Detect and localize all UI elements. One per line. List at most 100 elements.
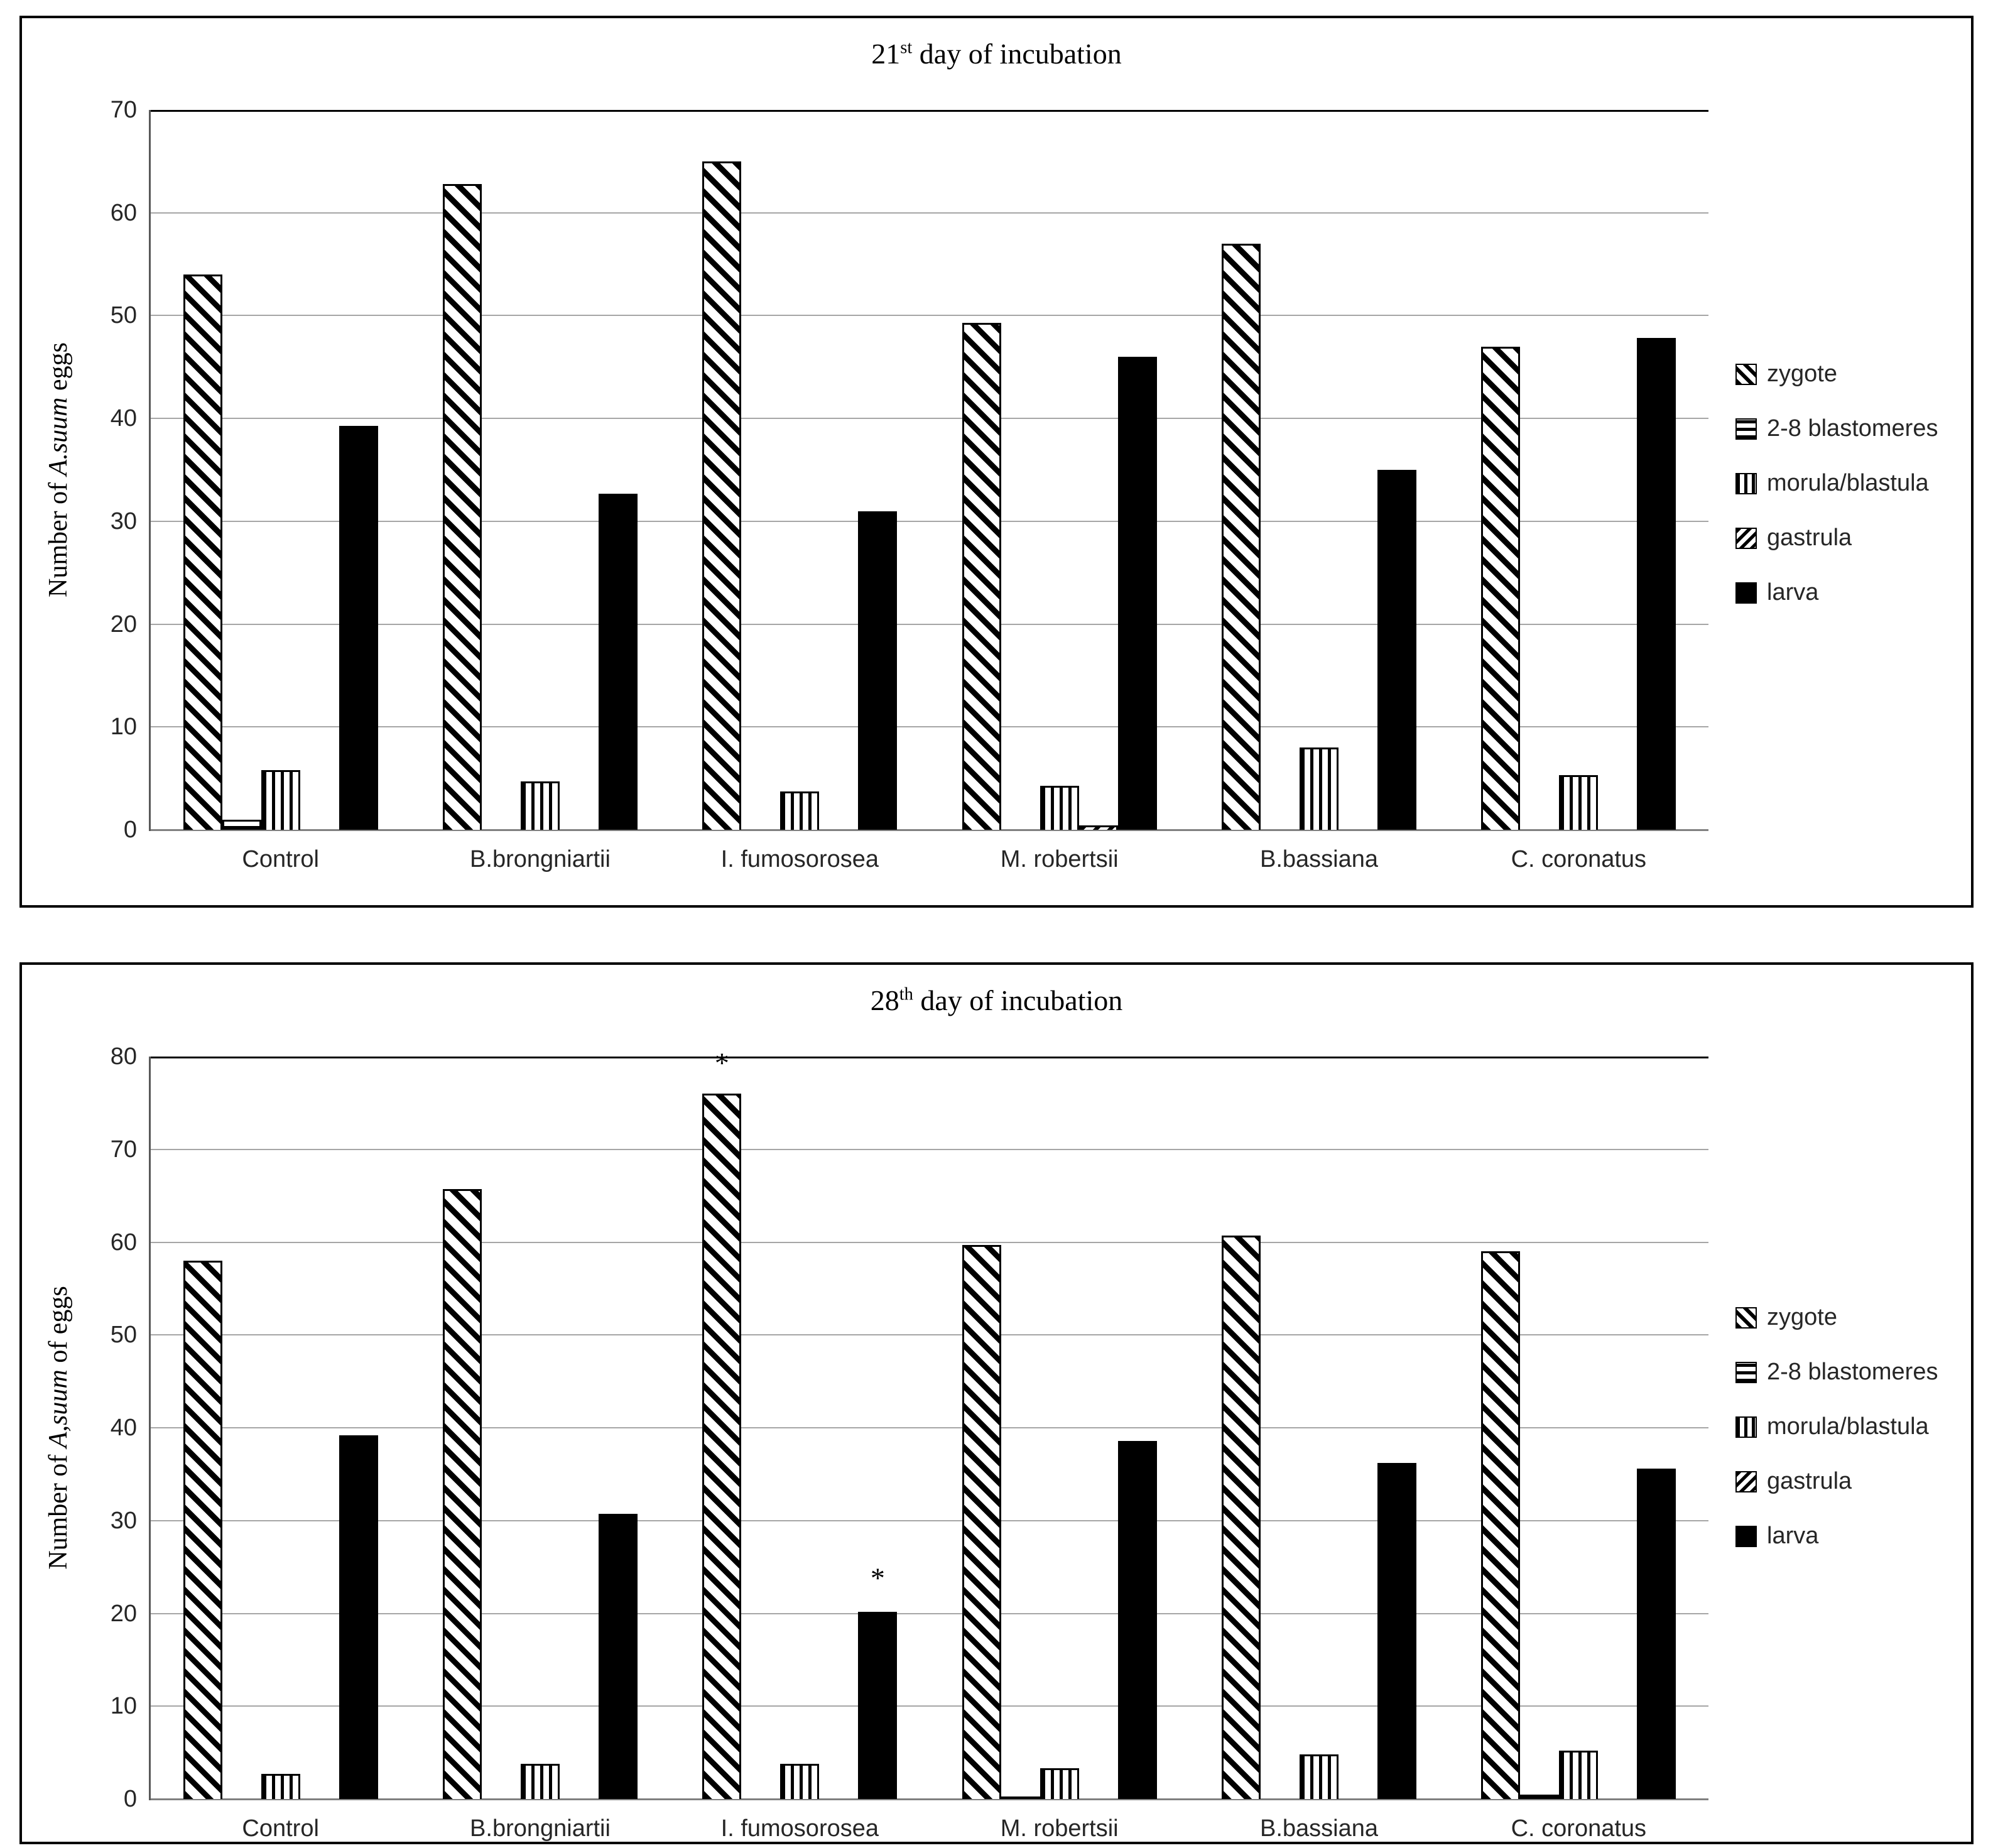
category-label-C-coronatus: C. coronatus — [1511, 846, 1647, 872]
gridline-y10 — [151, 1705, 1708, 1707]
bar-2-8-blastomeres-C-coronatus — [1520, 1794, 1560, 1799]
category-label-Control: Control — [242, 1815, 319, 1842]
chart-figure-28th-day: 28th day of incubation Number of A,suum … — [19, 962, 1974, 1844]
bar-morula-blastula-B-brongniartii — [521, 781, 560, 830]
y-tick-label-60: 60 — [110, 199, 137, 226]
bar-larva-C-coronatus — [1637, 338, 1676, 830]
legend: zygote 2-8 blastomeres morula/blastula gast… — [1735, 1304, 1938, 1550]
y-tick-label-70: 70 — [110, 97, 137, 123]
gridline-y60 — [151, 212, 1708, 214]
legend-marker-hatch-vertical-icon — [1735, 1416, 1757, 1438]
chart-title-rest: day of incubation — [913, 984, 1123, 1016]
y-axis-line — [149, 110, 151, 831]
category-label-I-fumosorosea: I. fumosorosea — [720, 846, 879, 872]
bar-gastrula-M-robertsii — [1078, 825, 1118, 830]
gridline-y40 — [151, 418, 1708, 420]
y-tick-label-30: 30 — [110, 508, 137, 535]
significance-asterisk-0: * — [714, 1046, 729, 1079]
legend-item-morula-blastula: morula/blastula — [1735, 470, 1938, 497]
bar-morula-blastula-C-coronatus — [1559, 1751, 1599, 1799]
category-label-B-bassiana: B.bassiana — [1259, 846, 1379, 872]
gridline-y70 — [151, 110, 1708, 112]
bar-zygote-C-coronatus — [1481, 346, 1521, 830]
y-tick-label-10: 10 — [110, 1693, 137, 1720]
bar-larva-M-robertsii — [1117, 356, 1157, 830]
chart-title-ordinal-suffix: th — [899, 984, 913, 1004]
legend-label: larva — [1767, 579, 1819, 606]
bar-morula-blastula-B-bassiana — [1300, 747, 1339, 830]
category-label-B-brongniartii: B.brongniartii — [470, 1815, 611, 1842]
significance-asterisk-1: * — [870, 1562, 885, 1594]
gridline-y50 — [151, 1334, 1708, 1336]
legend-item-morula-blastula: morula/blastula — [1735, 1413, 1938, 1440]
bar-2-8-blastomeres-Control — [222, 819, 261, 830]
bar-morula-blastula-I-fumosorosea — [780, 1763, 820, 1799]
bar-zygote-M-robertsii — [962, 1244, 1001, 1799]
legend-marker-solid-black-icon — [1735, 582, 1757, 604]
gridline-y70 — [151, 1148, 1708, 1150]
y-tick-label-40: 40 — [110, 405, 137, 432]
bar-larva-B-bassiana — [1377, 470, 1416, 830]
y-tick-label-70: 70 — [110, 1136, 137, 1163]
legend-marker-hatch-backslash-icon — [1735, 363, 1757, 385]
bar-2-8-blastomeres-M-robertsii — [1001, 1796, 1040, 1799]
gridline-y80 — [151, 1057, 1708, 1058]
y-tick-label-10: 10 — [110, 714, 137, 741]
bar-morula-blastula-Control — [261, 770, 300, 830]
plot-area: Control B.brongniartii I. fumosorosea M. ro… — [149, 1047, 1708, 1842]
chart-title: 21st day of incubation — [22, 37, 1971, 70]
legend-item-larva: larva — [1735, 579, 1938, 606]
bar-morula-blastula-B-bassiana — [1300, 1754, 1339, 1799]
bar-morula-blastula-Control — [261, 1774, 300, 1799]
legend-item-gastrula: gastrula — [1735, 525, 1938, 552]
bar-zygote-Control — [183, 1261, 222, 1799]
y-tick-label-40: 40 — [110, 1415, 137, 1441]
category-label-B-bassiana: B.bassiana — [1259, 1815, 1379, 1842]
chart-title-number: 21 — [871, 38, 901, 70]
gridline-y0 — [151, 1798, 1708, 1800]
y-tick-label-0: 0 — [123, 1786, 137, 1812]
bar-morula-blastula-M-robertsii — [1040, 785, 1079, 830]
chart-figure-21st-day: 21st day of incubation Number of A.suum … — [19, 16, 1974, 908]
gridline-y50 — [151, 315, 1708, 317]
legend-label: gastrula — [1767, 1468, 1852, 1494]
legend-marker-hatch-slash-icon — [1735, 1470, 1757, 1492]
legend-item-gastrula: gastrula — [1735, 1468, 1938, 1495]
legend-marker-hatch-horizontal-icon — [1735, 1361, 1757, 1383]
legend-marker-hatch-horizontal-icon — [1735, 418, 1757, 440]
y-tick-label-50: 50 — [110, 1322, 137, 1349]
legend-marker-hatch-slash-icon — [1735, 527, 1757, 549]
bar-zygote-B-brongniartii — [443, 1189, 482, 1799]
legend-label: gastrula — [1767, 525, 1852, 551]
y-tick-label-0: 0 — [123, 817, 137, 843]
gridline-y0 — [151, 829, 1708, 831]
legend-marker-solid-black-icon — [1735, 1525, 1757, 1547]
bar-larva-I-fumosorosea — [858, 1611, 898, 1799]
y-axis-line — [149, 1057, 151, 1800]
category-label-B-brongniartii: B.brongniartii — [470, 846, 611, 872]
bar-zygote-I-fumosorosea — [702, 161, 742, 830]
bar-larva-B-brongniartii — [599, 1514, 638, 1799]
y-tick-label-80: 80 — [110, 1043, 137, 1070]
bar-morula-blastula-C-coronatus — [1559, 775, 1599, 830]
legend-label: morula/blastula — [1767, 1413, 1929, 1440]
bar-larva-B-brongniartii — [599, 493, 638, 830]
bar-zygote-B-bassiana — [1222, 243, 1261, 830]
bar-larva-I-fumosorosea — [858, 511, 898, 830]
gridline-y10 — [151, 726, 1708, 728]
legend-item-2-8-blastomeres: 2-8 blastomeres — [1735, 415, 1938, 442]
legend-item-2-8-blastomeres: 2-8 blastomeres — [1735, 1359, 1938, 1386]
legend-label: morula/blastula — [1767, 470, 1929, 496]
y-axis-label-suffix: eggs — [44, 342, 73, 398]
gridline-y30 — [151, 1519, 1708, 1521]
y-tick-label-30: 30 — [110, 1507, 137, 1534]
bar-zygote-C-coronatus — [1481, 1251, 1521, 1799]
chart-title-rest: day of incubation — [912, 38, 1122, 70]
category-label-I-fumosorosea: I. fumosorosea — [720, 1815, 879, 1842]
bar-larva-Control — [339, 425, 378, 830]
plot-area: Control B.brongniartii I. fumosorosea M. ro… — [149, 110, 1708, 872]
legend-label: 2-8 blastomeres — [1767, 1359, 1938, 1385]
legend-marker-hatch-vertical-icon — [1735, 472, 1757, 494]
y-tick-label-20: 20 — [110, 611, 137, 638]
bar-zygote-B-brongniartii — [443, 183, 482, 830]
